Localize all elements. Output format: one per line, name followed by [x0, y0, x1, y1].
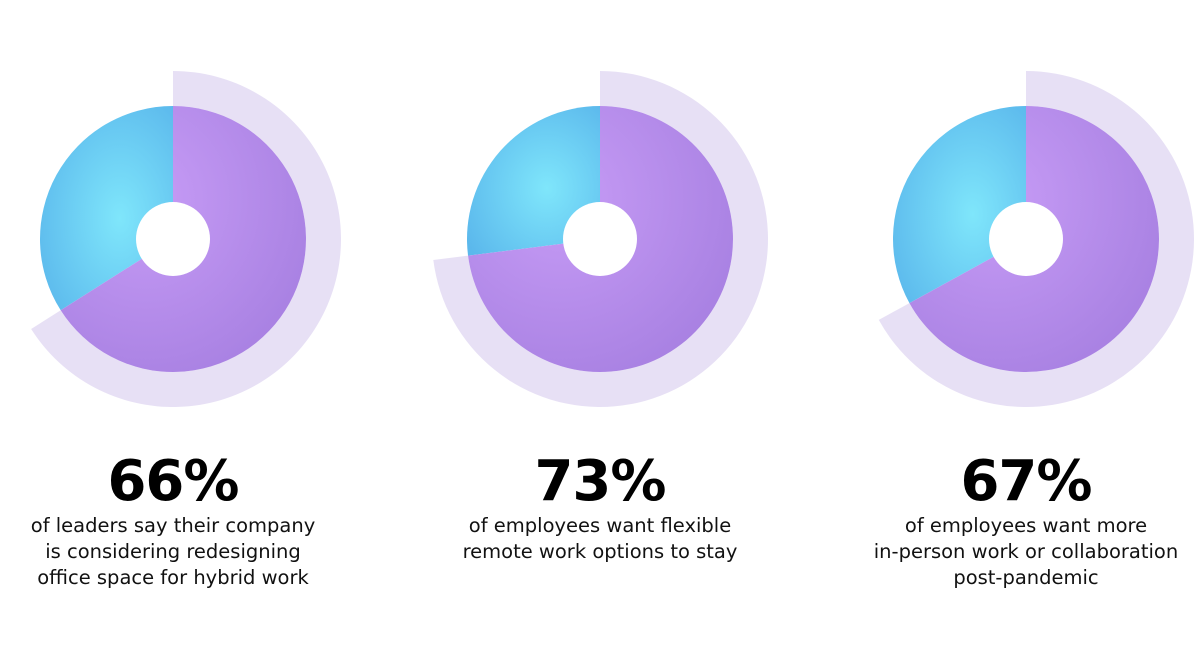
donut-center-hole	[136, 202, 210, 276]
donut-chart	[433, 71, 768, 407]
stat-caption: of employees want more in-person work or…	[826, 513, 1200, 591]
donut-chart	[878, 71, 1195, 407]
caption-line: of employees want flexible	[468, 514, 732, 537]
stat-caption: of employees want flexible remote work o…	[400, 513, 800, 565]
stat-panel-leaders: 66% of leaders say their company is cons…	[0, 0, 373, 656]
stat-panel-in-person: 67% of employees want more in-person wor…	[826, 0, 1200, 656]
donut-center-hole	[563, 202, 637, 276]
caption-line: of employees want more	[904, 514, 1148, 537]
donut-remainder-slice	[39, 106, 173, 311]
donut-center-hole	[989, 202, 1063, 276]
stat-percentage: 67%	[960, 449, 1092, 514]
donut-chart	[31, 71, 341, 407]
caption-line: remote work options to stay	[462, 540, 738, 563]
caption-line: in-person work or collaboration	[873, 540, 1179, 563]
stat-caption: of leaders say their company is consider…	[0, 513, 373, 591]
caption-line: post-pandemic	[953, 566, 1099, 589]
stat-percentage: 66%	[107, 449, 239, 514]
stat-panel-flexible-remote: 73% of employees want flexible remote wo…	[400, 0, 800, 656]
caption-line: of leaders say their company	[30, 514, 316, 537]
donut-remainder-slice	[467, 106, 600, 256]
caption-line: is considering redesigning	[45, 540, 301, 563]
stat-percentage: 73%	[534, 449, 666, 514]
caption-line: office space for hybrid work	[37, 566, 309, 589]
